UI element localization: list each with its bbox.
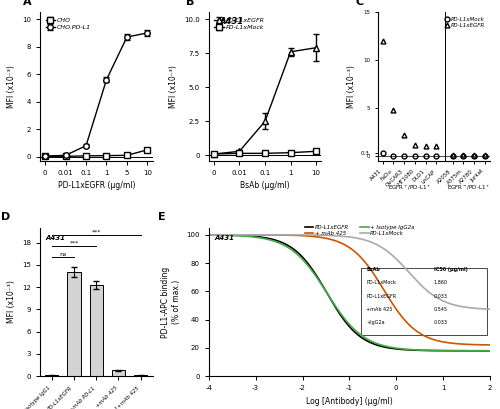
+ Isotype IgG2a [443,348,449,353]
PD-L1xEGFR [460,348,466,353]
Text: D: D [0,212,10,222]
+ Isotype IgG2a [378,342,384,347]
Text: +IgG2a: +IgG2a [366,320,385,325]
PD-L1xEGFR [482,152,488,157]
PD-L1xMock [412,153,418,158]
Line: PD-L1xMock: PD-L1xMock [209,235,490,309]
Bar [68,272,80,376]
PD-L1xMock [372,241,378,246]
Legend: PD-L1xEGFR, + mAb 425, + Isotype IgG2a, PD-L1xMock: PD-L1xEGFR, + mAb 425, + Isotype IgG2a, … [302,223,417,238]
Text: IC50 (μg/ml): IC50 (μg/ml) [434,267,468,272]
PD-L1xMock [422,153,428,158]
+ mAb 425 [372,274,378,279]
+ mAb 425 [443,340,449,345]
PD-L1xEGFR [206,232,212,237]
PD-L1xMock [434,153,440,158]
Bar [90,285,103,376]
PD-L1xEGFR [471,152,477,157]
PD-L1xMock [487,307,493,312]
Text: EGFR$^+$/PD-L1$^+$: EGFR$^+$/PD-L1$^+$ [388,183,431,192]
PD-L1xEGFR [401,133,407,137]
PD-L1xMock [460,304,466,309]
Text: B: B [186,0,194,7]
Line: PD-L1xEGFR: PD-L1xEGFR [380,38,488,157]
Text: +mAb 425: +mAb 425 [366,307,392,312]
Text: 0.545: 0.545 [434,307,448,312]
+ Isotype IgG2a [372,340,378,345]
PD-L1xEGFR [390,108,396,112]
PD-L1xMock [378,245,384,249]
Text: 0.033: 0.033 [434,320,448,325]
Y-axis label: MFI (x10⁻³): MFI (x10⁻³) [170,65,178,108]
Text: A431: A431 [220,17,244,26]
+ mAb 425 [487,342,493,347]
+ mAb 425 [378,283,384,288]
Line: PD-L1xEGFR: PD-L1xEGFR [209,235,490,351]
PD-L1xMock [443,300,449,305]
PD-L1xEGFR [412,142,418,147]
+ Isotype IgG2a [206,233,212,238]
PD-L1xMock [450,153,456,158]
+ mAb 425 [373,275,379,280]
PD-L1xEGFR [443,348,449,353]
Y-axis label: MFI (x10⁻³): MFI (x10⁻³) [8,65,16,108]
Line: + mAb 425: + mAb 425 [209,235,490,345]
PD-L1xEGFR [372,342,378,347]
Text: 0.033: 0.033 [434,294,448,299]
+ Isotype IgG2a [206,233,212,238]
PD-L1xMock [460,153,466,158]
PD-L1xMock [206,232,212,237]
+ Isotype IgG2a [487,348,493,353]
Text: EGFR$^-$/PD-L1$^+$: EGFR$^-$/PD-L1$^+$ [447,183,490,192]
PD-L1xMock [373,242,379,247]
Text: ns: ns [60,252,66,257]
PD-L1xEGFR [460,152,466,157]
Text: BsAb: BsAb [366,267,380,272]
Legend: CHO, CHO.PD-L1: CHO, CHO.PD-L1 [43,16,94,32]
Line: + Isotype IgG2a: + Isotype IgG2a [209,235,490,351]
+ mAb 425 [206,232,212,237]
Text: ***: *** [70,241,78,246]
Text: PD-L1xMock: PD-L1xMock [366,280,396,285]
PD-L1xEGFR [373,342,379,347]
X-axis label: BsAb (μg/ml): BsAb (μg/ml) [240,182,290,191]
PD-L1xEGFR [434,144,440,149]
Y-axis label: MFI (x10⁻³): MFI (x10⁻³) [8,281,16,324]
PD-L1xEGFR [487,348,493,353]
Text: A: A [23,0,32,7]
Y-axis label: PD-L1-APC binding
(% of max.): PD-L1-APC binding (% of max.) [162,266,180,337]
+ Isotype IgG2a [373,341,379,346]
Line: PD-L1xMock: PD-L1xMock [380,151,488,158]
PD-L1xMock [206,232,212,237]
PD-L1xMock [471,153,477,158]
Bar [134,375,147,376]
PD-L1xMock [390,153,396,158]
X-axis label: Log [Antibody] (μg/ml): Log [Antibody] (μg/ml) [306,397,393,406]
Y-axis label: MFI (x10⁻³): MFI (x10⁻³) [346,65,356,108]
Bar [112,370,125,376]
Text: ***: *** [92,229,101,235]
Text: A431: A431 [46,235,66,240]
+ mAb 425 [206,232,212,237]
+ Isotype IgG2a [460,348,466,353]
X-axis label: PD-L1xEGFR (μg/ml): PD-L1xEGFR (μg/ml) [58,182,135,191]
PD-L1xEGFR [380,38,386,43]
Text: C: C [355,0,363,7]
Legend: PD-L1xEGFR, PD-L1xMock: PD-L1xEGFR, PD-L1xMock [212,16,267,32]
Bar [360,268,487,335]
PD-L1xEGFR [206,232,212,237]
PD-L1xMock [482,153,488,158]
Text: A431: A431 [214,235,234,240]
PD-L1xEGFR [422,143,428,148]
Bar [45,375,59,376]
Text: PD-L1xEGFR: PD-L1xEGFR [366,294,396,299]
PD-L1xEGFR [450,152,456,157]
PD-L1xMock [401,153,407,158]
PD-L1xEGFR [378,344,384,348]
+ mAb 425 [460,342,466,346]
Text: 1.860: 1.860 [434,280,448,285]
Legend: PD-L1xMock, PD-L1xEGFR: PD-L1xMock, PD-L1xEGFR [442,15,487,30]
PD-L1xMock [380,151,386,156]
Text: E: E [158,212,166,222]
